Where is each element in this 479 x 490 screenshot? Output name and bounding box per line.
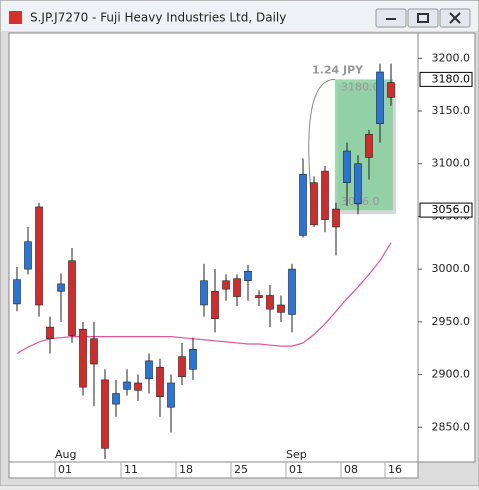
candle-body [266,295,274,310]
y-tick-label: 2950.0 [432,315,471,328]
month-label: Sep [286,448,307,461]
candle-body [200,280,208,306]
candle-body [145,360,153,380]
price-marker-label: 3056.0 [432,203,471,216]
candle-body [178,356,186,377]
candle-body [134,382,142,391]
maximize-icon [417,13,429,23]
window-title: S.JP.J7270 - Fuji Heavy Industries Ltd, … [30,11,286,25]
candle-body [123,381,131,390]
month-label: Aug [55,448,76,461]
candle-body [387,82,395,98]
candle-body [321,170,329,220]
x-tick-label: 01 [289,463,303,476]
price-marker [419,71,473,87]
candle-body [57,283,65,292]
candle-body [79,328,87,388]
x-tick-label: 08 [344,463,358,476]
candle-body [156,366,164,397]
candle-body [299,173,307,236]
candle-body [233,278,241,297]
candle-body [222,280,230,290]
y-axis-area [417,32,476,463]
price-marker-label: 3180.0 [432,72,471,85]
candle-body [255,295,263,298]
candle-body [112,393,120,405]
candle-body [189,348,197,370]
candle-body [46,326,54,340]
x-axis-area [8,461,419,479]
candle-body [24,241,32,270]
x-tick-label: 18 [179,463,193,476]
x-tick-label: 01 [58,463,72,476]
candle-body [310,182,318,226]
candle-body [101,379,109,449]
candle-body [365,133,373,158]
y-tick-label: 3200.0 [432,51,471,64]
candle-body [90,338,98,365]
y-tick-label: 2900.0 [432,368,471,381]
candle-body [277,304,285,313]
range-box [335,79,393,211]
range-high-label: 3180.0 [341,80,380,93]
candle-body [354,163,362,205]
x-tick-label: 11 [124,463,138,476]
candle-body [376,71,384,124]
candle-body [211,290,219,319]
y-tick-label: 2850.0 [432,420,471,433]
candle-body [332,208,340,228]
maximize-button[interactable] [407,8,439,28]
range-text: 1.24 JPY [312,63,364,76]
window-icon [9,11,22,24]
price-marker [419,202,473,218]
candle-body [288,268,296,315]
candle-body [13,279,21,305]
candle-body [68,260,76,336]
candle-body [35,206,43,306]
candle-body [167,382,175,408]
candle-body [343,150,351,183]
y-tick-label: 3100.0 [432,157,471,170]
y-tick-label: 3000.0 [432,262,471,275]
candle-body [244,270,252,282]
x-tick-label: 16 [388,463,402,476]
close-icon [449,12,461,24]
x-tick-label: 25 [234,463,248,476]
y-tick-label: 3150.0 [432,104,471,117]
